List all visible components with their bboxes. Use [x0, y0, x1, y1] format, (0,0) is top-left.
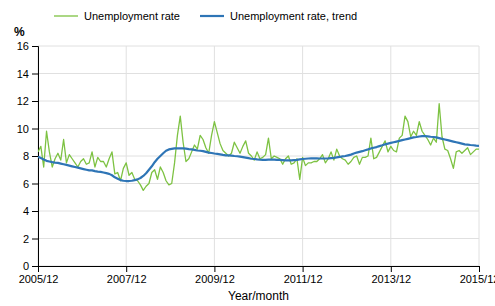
grid-line-x [214, 46, 215, 266]
grid-line-y [38, 101, 479, 102]
x-tick-mark [126, 266, 127, 272]
x-tick-mark [479, 266, 480, 272]
x-tick: 2013/12 [371, 266, 411, 285]
legend-label: Unemployment rate [84, 10, 180, 22]
x-tick-mark [214, 266, 215, 272]
x-tick-mark [303, 266, 304, 272]
y-tick-mark [32, 184, 38, 185]
series-line [38, 104, 479, 191]
legend-swatch [200, 15, 224, 17]
x-tick-label: 2011/12 [284, 273, 323, 285]
y-tick-mark [32, 266, 38, 267]
y-axis-title: % [14, 25, 25, 39]
grid-line-x [302, 46, 303, 266]
x-tick-label: 2007/12 [107, 273, 147, 285]
legend-item: Unemployment rate [54, 10, 180, 22]
y-tick-label: 16 [17, 40, 29, 52]
x-axis: 2005/12 2007/12 2009/12 2011/12 2013/12 2015/… [19, 266, 495, 285]
y-tick-label: 12 [17, 95, 29, 107]
grid-line-y [38, 211, 479, 212]
legend-swatch [54, 15, 78, 16]
x-tick-label: 2015/12 [460, 273, 495, 285]
legend: Unemployment rate Unemployment rate, tren… [54, 10, 357, 22]
y-tick-label: 2 [23, 233, 29, 245]
y-tick-label: 10 [17, 123, 29, 135]
grid [38, 46, 479, 266]
x-tick-mark [391, 266, 392, 272]
y-tick: 16 [17, 40, 38, 52]
y-tick-label: 6 [23, 178, 29, 190]
y-tick-mark [32, 129, 38, 130]
y-tick-label: 4 [23, 205, 29, 217]
y-tick-label: 14 [17, 68, 29, 80]
grid-line-x [479, 46, 480, 266]
grid-line-y [38, 46, 479, 47]
legend-item: Unemployment rate, trend [200, 10, 357, 22]
y-tick-mark [32, 239, 38, 240]
y-tick: 8 [23, 150, 38, 162]
y-tick-label: 0 [23, 260, 29, 272]
y-tick-mark [32, 101, 38, 102]
y-tick-mark [32, 74, 38, 75]
grid-line-x [390, 46, 391, 266]
x-tick-label: 2009/12 [195, 273, 235, 285]
y-tick: 10 [17, 123, 38, 135]
series-line [38, 136, 479, 181]
x-tick: 2009/12 [195, 266, 235, 285]
y-tick: 0 [23, 260, 38, 272]
lines [38, 104, 479, 191]
y-axis: 0 2 4 6 8 10 12 14 16 [17, 40, 39, 272]
x-tick: 2007/12 [107, 266, 147, 285]
x-tick-label: 2013/12 [371, 273, 411, 285]
y-tick: 12 [17, 95, 38, 107]
axis-line [39, 267, 480, 273]
plot: 2005/12 2007/12 2009/12 2011/12 2013/12 2015/… [17, 40, 495, 285]
grid-line-y [38, 183, 479, 184]
grid-line-y [38, 73, 479, 74]
x-tick: 2011/12 [284, 266, 323, 285]
y-tick: 14 [17, 68, 38, 80]
y-tick: 4 [23, 205, 38, 217]
y-tick-mark [32, 156, 38, 157]
grid-line-y [38, 238, 479, 239]
chart: 2005/12 2007/12 2009/12 2011/12 2013/12 2015/… [0, 0, 495, 306]
y-tick-label: 8 [23, 150, 29, 162]
grid-line-x [126, 46, 127, 266]
x-axis-title: Year/month [228, 289, 289, 303]
y-tick-mark [32, 211, 38, 212]
y-tick-mark [32, 46, 38, 47]
y-tick: 2 [23, 233, 38, 245]
x-tick: 2015/12 [460, 266, 495, 285]
axis-line [32, 47, 39, 267]
legend-label: Unemployment rate, trend [230, 10, 357, 22]
x-tick-label: 2005/12 [19, 273, 59, 285]
y-tick: 6 [23, 178, 38, 190]
grid-line-y [38, 128, 479, 129]
